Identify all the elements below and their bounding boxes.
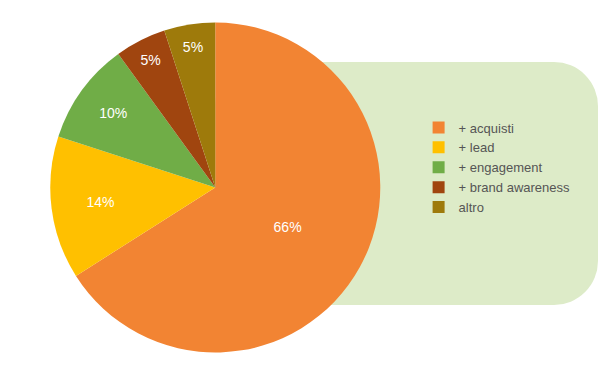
- svg-text:14%: 14%: [86, 194, 114, 210]
- svg-text:66%: 66%: [274, 219, 302, 235]
- svg-text:5%: 5%: [140, 52, 160, 68]
- svg-text:5%: 5%: [183, 39, 203, 55]
- svg-text:+ acquisti: + acquisti: [459, 121, 514, 136]
- svg-text:+ brand awareness: + brand awareness: [459, 180, 570, 195]
- svg-text:altro: altro: [459, 200, 484, 215]
- svg-text:+ engagement: + engagement: [459, 160, 543, 175]
- svg-text:10%: 10%: [99, 105, 127, 121]
- svg-text:+ lead: + lead: [459, 140, 495, 155]
